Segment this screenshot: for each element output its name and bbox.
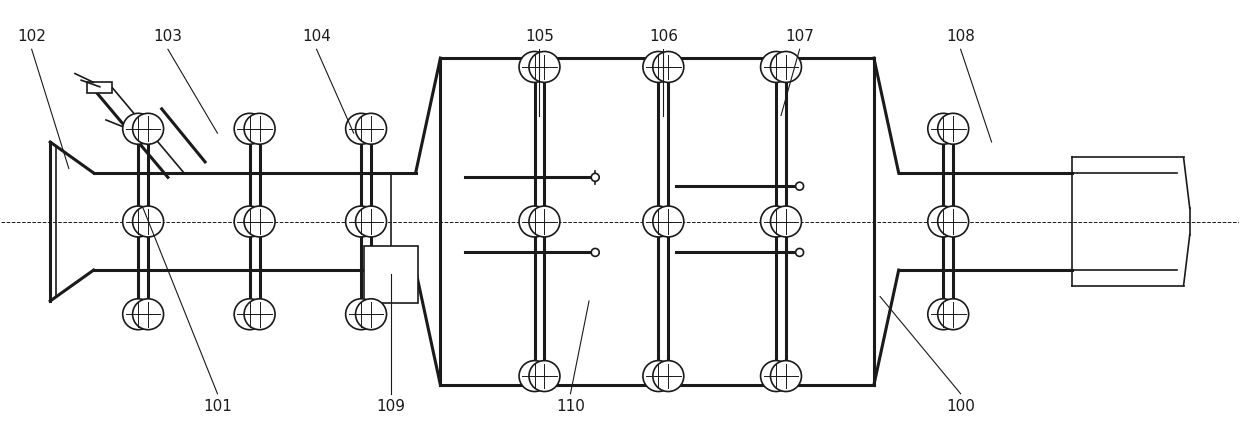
Ellipse shape	[346, 113, 377, 144]
Ellipse shape	[123, 206, 154, 237]
Ellipse shape	[796, 182, 804, 190]
Ellipse shape	[760, 361, 791, 392]
Ellipse shape	[356, 113, 387, 144]
Ellipse shape	[770, 206, 801, 237]
Ellipse shape	[520, 51, 551, 82]
Bar	[363, 246, 418, 303]
Ellipse shape	[937, 113, 968, 144]
Ellipse shape	[796, 249, 804, 256]
Ellipse shape	[356, 299, 387, 330]
Text: 107: 107	[785, 28, 813, 43]
Ellipse shape	[937, 299, 968, 330]
Ellipse shape	[520, 206, 551, 237]
Ellipse shape	[234, 206, 265, 237]
Ellipse shape	[760, 51, 791, 82]
Ellipse shape	[123, 299, 154, 330]
Ellipse shape	[642, 51, 673, 82]
Ellipse shape	[133, 113, 164, 144]
Ellipse shape	[520, 361, 551, 392]
Ellipse shape	[642, 206, 673, 237]
Ellipse shape	[529, 51, 560, 82]
Ellipse shape	[123, 113, 154, 144]
Text: 104: 104	[303, 28, 331, 43]
Ellipse shape	[234, 299, 265, 330]
Text: 101: 101	[203, 400, 232, 415]
Ellipse shape	[760, 206, 791, 237]
Ellipse shape	[346, 299, 377, 330]
Ellipse shape	[652, 361, 683, 392]
Ellipse shape	[928, 299, 959, 330]
Text: 109: 109	[377, 400, 405, 415]
Ellipse shape	[133, 206, 164, 237]
Ellipse shape	[652, 51, 683, 82]
Ellipse shape	[529, 361, 560, 392]
Text: 102: 102	[17, 28, 46, 43]
Ellipse shape	[928, 113, 959, 144]
Ellipse shape	[346, 206, 377, 237]
Ellipse shape	[591, 173, 599, 181]
Bar	[87, 82, 112, 93]
Ellipse shape	[652, 206, 683, 237]
Ellipse shape	[591, 249, 599, 256]
Text: 110: 110	[556, 400, 585, 415]
Ellipse shape	[133, 299, 164, 330]
Text: 105: 105	[525, 28, 554, 43]
Ellipse shape	[770, 51, 801, 82]
Ellipse shape	[937, 206, 968, 237]
Ellipse shape	[244, 206, 275, 237]
Ellipse shape	[770, 361, 801, 392]
Text: 108: 108	[946, 28, 975, 43]
Ellipse shape	[928, 206, 959, 237]
Text: 106: 106	[649, 28, 678, 43]
Ellipse shape	[642, 361, 673, 392]
Text: 100: 100	[946, 400, 975, 415]
Ellipse shape	[529, 206, 560, 237]
Ellipse shape	[356, 206, 387, 237]
Text: 103: 103	[154, 28, 182, 43]
Ellipse shape	[244, 299, 275, 330]
Ellipse shape	[244, 113, 275, 144]
Ellipse shape	[234, 113, 265, 144]
